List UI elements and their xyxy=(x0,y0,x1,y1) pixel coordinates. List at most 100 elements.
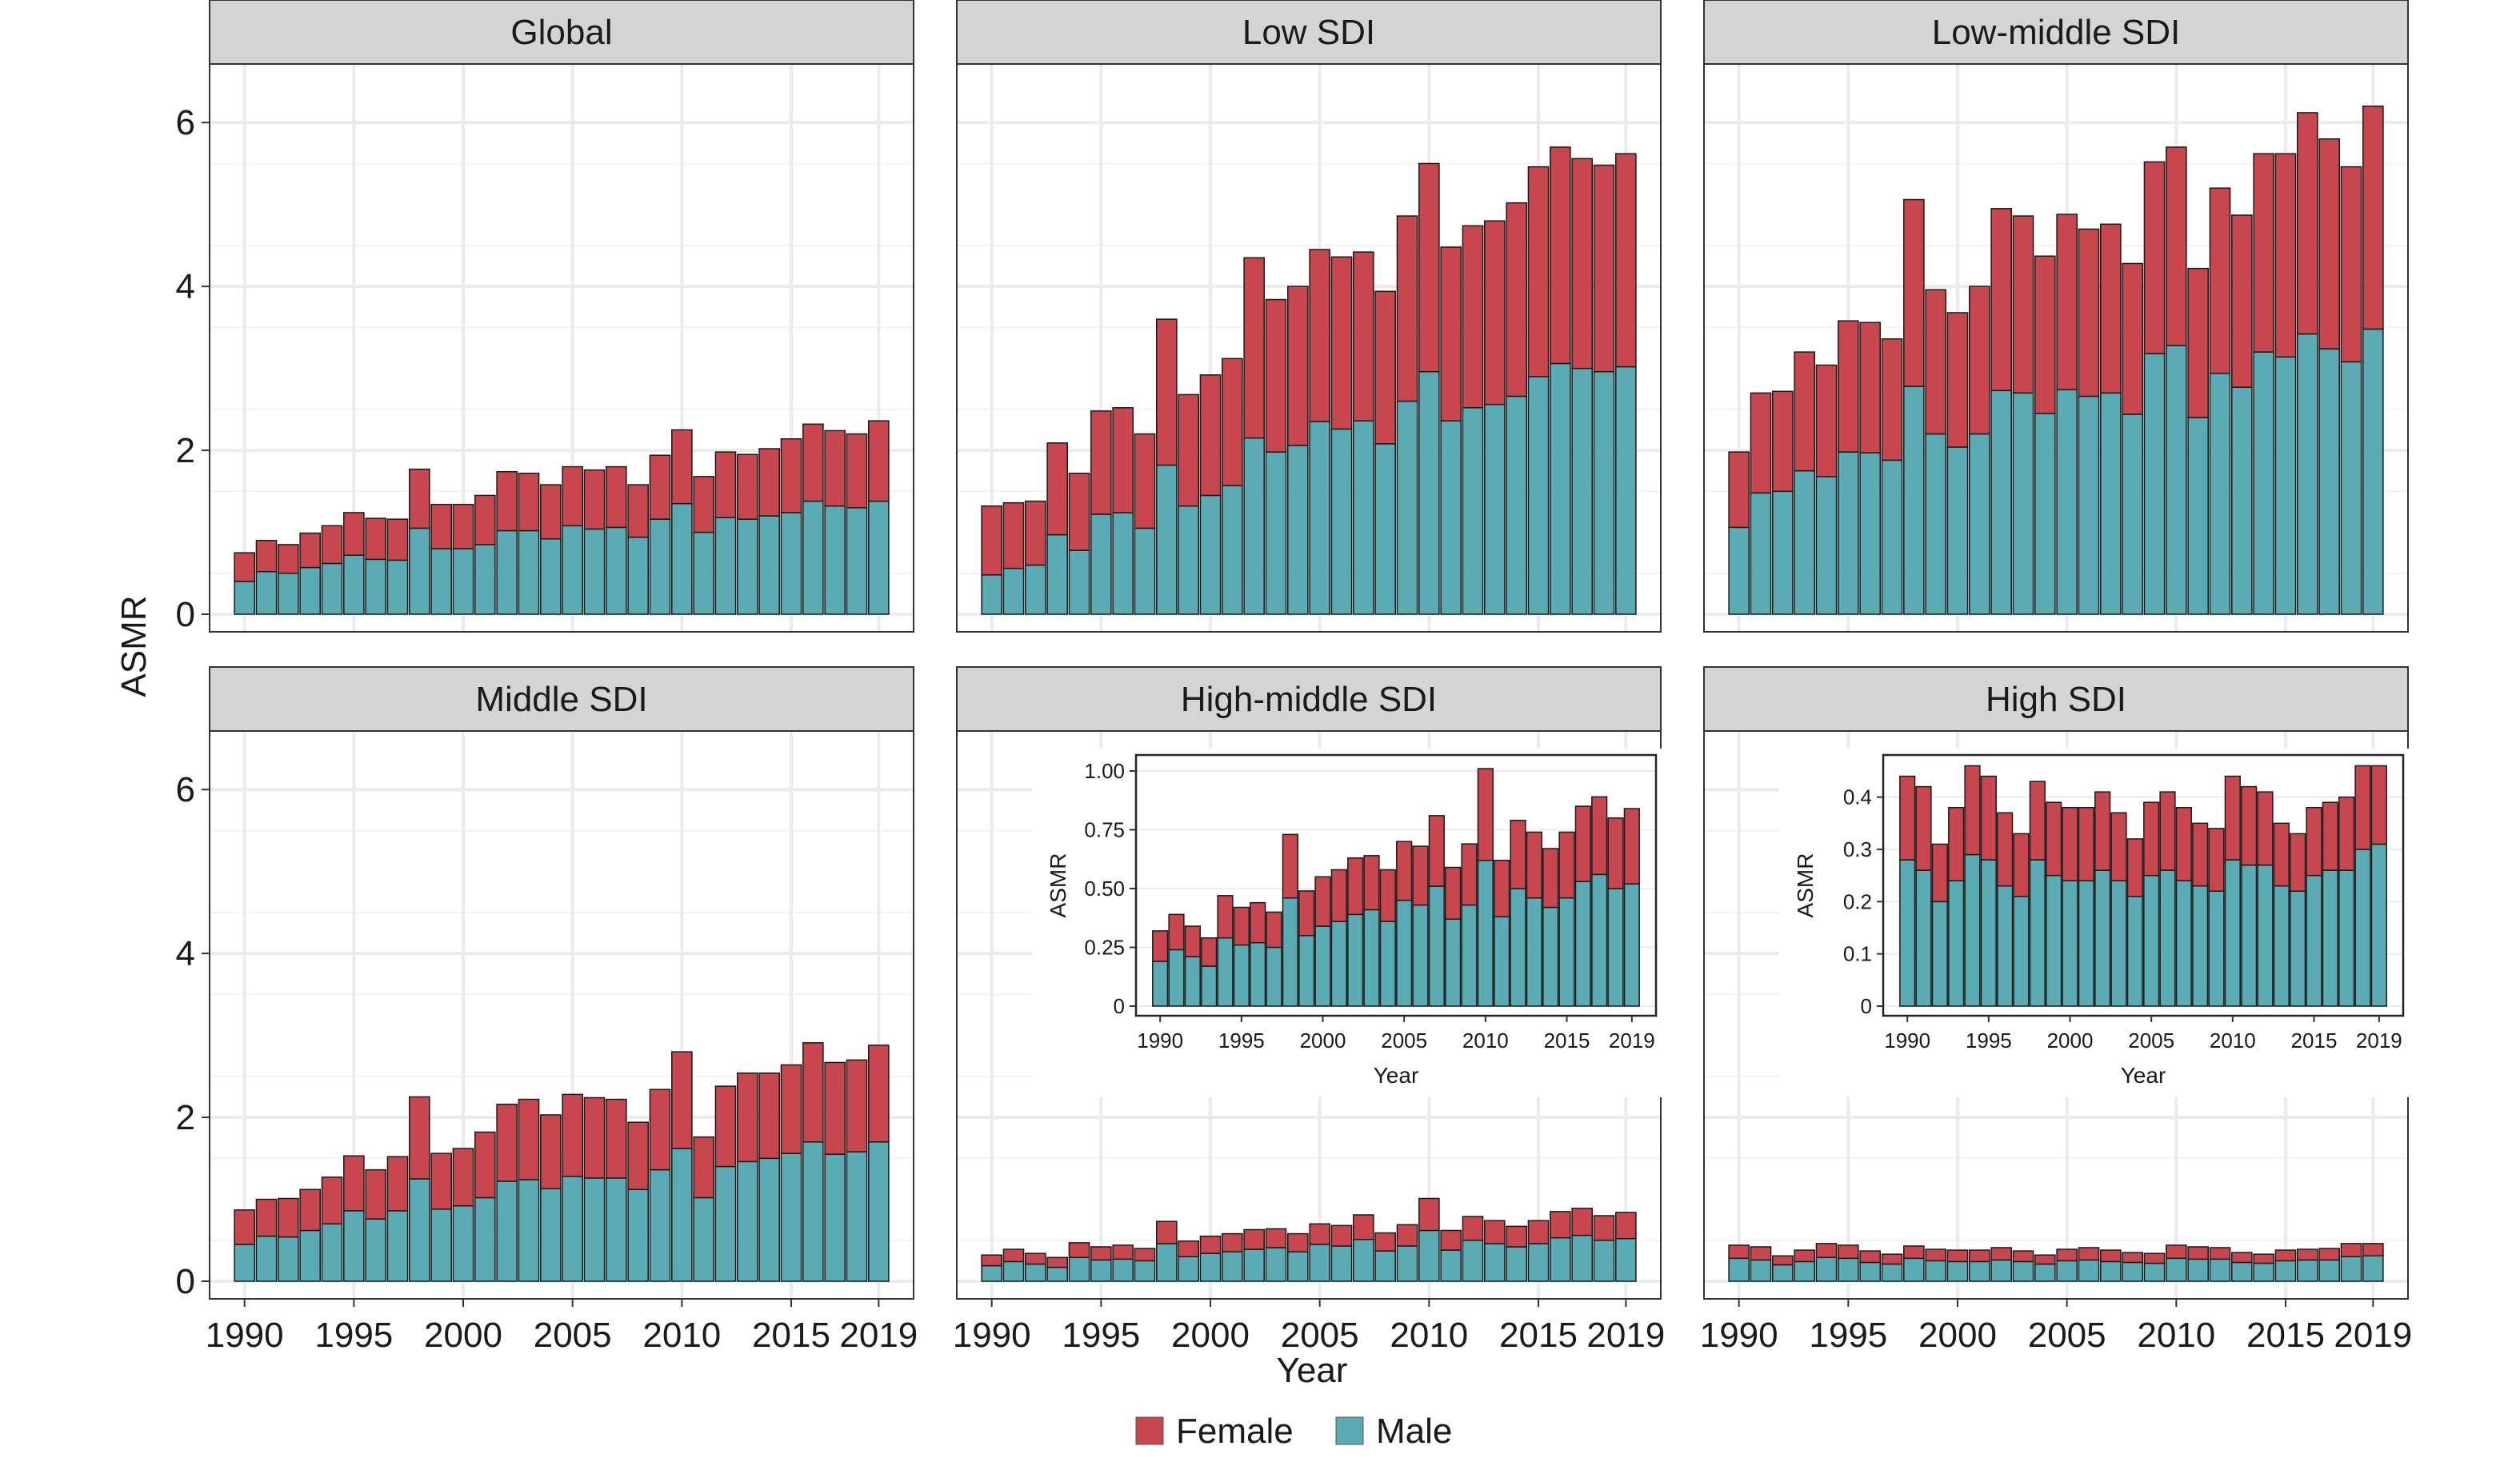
bar-male xyxy=(1025,564,1046,615)
bar-male xyxy=(1946,446,1969,615)
inset-bar-male xyxy=(1330,921,1347,1007)
y-tick-label: 0 xyxy=(176,1262,195,1301)
inset-bar-female xyxy=(2306,806,2322,877)
bar-female xyxy=(714,451,737,518)
bar-male xyxy=(1571,367,1593,615)
legend-label-female: Female xyxy=(1176,1412,1294,1451)
bar-female xyxy=(824,429,846,507)
bar-female xyxy=(1374,1232,1396,1252)
bar-female xyxy=(1550,146,1571,365)
bar-male xyxy=(1265,451,1287,615)
bar-male xyxy=(824,505,846,615)
inset-bar-male xyxy=(1899,859,1916,1007)
inset-bar-female xyxy=(1558,831,1575,899)
bar-male xyxy=(2209,373,2231,615)
inset-bar-female xyxy=(1396,841,1413,901)
inset-bar-male xyxy=(1623,883,1640,1007)
inset-y-axis-title: ASMR xyxy=(1046,853,1070,918)
inset-bar-male xyxy=(2208,890,2225,1007)
inset-bar-male xyxy=(2241,864,2258,1007)
x-tick-label: 2019 xyxy=(2334,1316,2412,1355)
bar-female xyxy=(386,1156,409,1212)
bar-male xyxy=(386,559,409,615)
inset-y-tick-label: 0.75 xyxy=(1084,818,1125,842)
bar-female xyxy=(1903,198,1925,387)
panel-title: Low SDI xyxy=(1242,13,1375,52)
x-tick-label: 2005 xyxy=(2028,1316,2106,1355)
inset-x-tick-label: 2019 xyxy=(2356,1029,2402,1053)
inset-bar-female xyxy=(1412,845,1429,906)
bar-female xyxy=(1750,1246,1772,1261)
panel-2: Low SDI xyxy=(956,0,1662,633)
inset-bar-male xyxy=(1948,880,1965,1007)
inset-bar-female xyxy=(2078,806,2094,881)
bar-female xyxy=(1925,1248,1946,1262)
bar-male xyxy=(1090,513,1112,615)
inset-bar-male xyxy=(2143,874,2160,1007)
inset-bar-female xyxy=(1607,817,1624,889)
inset-bar-female xyxy=(2175,806,2192,881)
bar-female xyxy=(278,1197,299,1238)
bar-female xyxy=(1838,320,1859,453)
inset-bar-female xyxy=(1282,833,1298,899)
bar-male xyxy=(1068,549,1090,615)
bar-male xyxy=(2012,392,2034,615)
bar-female xyxy=(1025,1252,1046,1265)
bar-male xyxy=(714,1165,737,1282)
bar-male xyxy=(1728,1257,1750,1282)
bar-male xyxy=(671,1148,693,1282)
bar-female xyxy=(2100,223,2122,394)
inset-bar-female xyxy=(2322,801,2338,871)
bar-female xyxy=(2012,215,2034,394)
bar-male xyxy=(365,558,386,615)
inset-bar-female xyxy=(1379,869,1396,922)
bar-male xyxy=(409,1178,430,1282)
inset-bar-male xyxy=(2306,874,2322,1007)
bar-male xyxy=(846,1151,868,1282)
inset-y-tick-label: 0.2 xyxy=(1843,889,1872,913)
plot-border xyxy=(1703,63,2409,633)
inset-bar-female xyxy=(1931,843,1948,903)
bar-female xyxy=(1881,1253,1903,1265)
bar-male xyxy=(365,1218,386,1282)
bar-male xyxy=(299,1229,321,1282)
bar-male xyxy=(1287,445,1309,615)
x-tick-label: 2015 xyxy=(2246,1316,2325,1355)
inset-bar-female xyxy=(2257,791,2274,866)
inset-bar-male xyxy=(1574,881,1591,1007)
x-tick-label: 1990 xyxy=(953,1316,1031,1355)
bar-female xyxy=(2012,1250,2034,1263)
bar-female xyxy=(1593,1215,1615,1241)
panel-strip xyxy=(1703,0,2409,65)
inset-x-tick-label: 2000 xyxy=(1300,1029,1346,1053)
inset-bar-male xyxy=(2257,864,2274,1007)
inset-bar-female xyxy=(2241,785,2258,866)
legend-swatch-male xyxy=(1335,1416,1364,1445)
inset-bar-male xyxy=(2078,880,2094,1007)
x-tick-label: 1995 xyxy=(1062,1316,1140,1355)
bar-female xyxy=(1593,164,1615,373)
inset-bar-female xyxy=(1168,913,1185,951)
bar-female xyxy=(1222,1232,1243,1252)
bar-female xyxy=(1199,374,1222,497)
bar-female xyxy=(1484,1220,1506,1244)
bar-female xyxy=(1025,500,1046,566)
bar-male xyxy=(981,1264,1002,1282)
inset-bar-female xyxy=(1250,901,1266,944)
bar-male xyxy=(1838,451,1859,615)
bar-female xyxy=(1134,1248,1156,1262)
inset-bar-female xyxy=(1266,911,1282,949)
inset-bar-male xyxy=(2046,874,2062,1007)
bar-female xyxy=(671,1051,693,1149)
bar-male xyxy=(2231,386,2253,615)
bar-female xyxy=(693,1136,714,1199)
y-axis-title: ASMR xyxy=(114,595,154,697)
inset-bar-female xyxy=(1428,815,1445,887)
inset-bar-male xyxy=(1591,873,1608,1007)
inset-x-tick-label: 2015 xyxy=(2291,1029,2338,1053)
inset-bar-female xyxy=(1980,775,1997,861)
bar-male xyxy=(1396,400,1418,615)
bar-female xyxy=(343,1155,365,1212)
bar-male xyxy=(606,526,627,615)
bar-female xyxy=(278,544,299,574)
